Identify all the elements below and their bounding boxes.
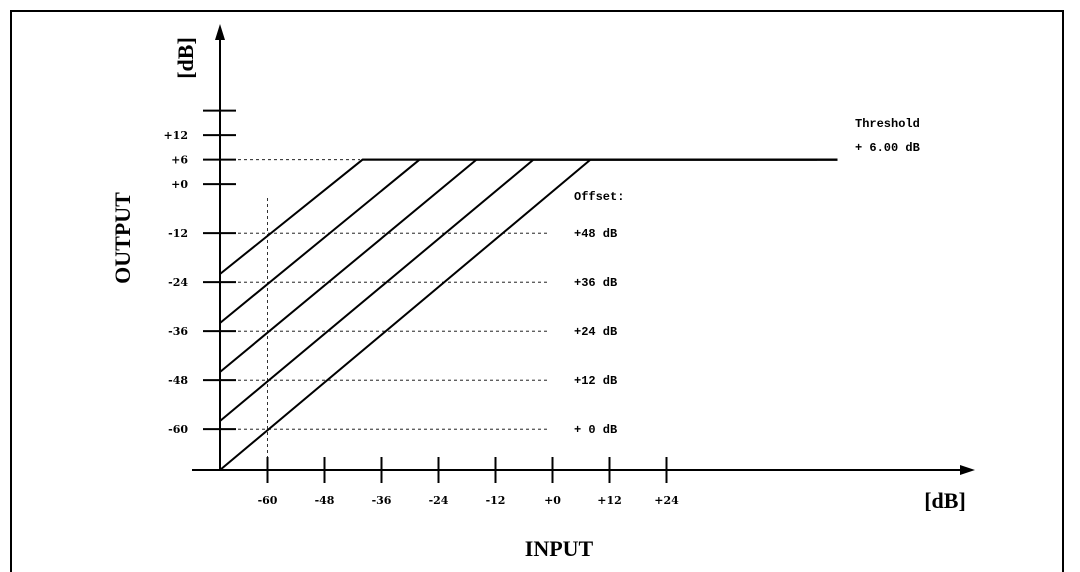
x-axis-title: INPUT bbox=[525, 536, 594, 561]
guide-lines bbox=[220, 159, 548, 470]
x-tick-label: +12 bbox=[597, 494, 622, 507]
y-axis-title: OUTPUT bbox=[110, 192, 135, 284]
x-tick-label: -12 bbox=[486, 494, 506, 507]
offset-label: +12 dB bbox=[574, 374, 617, 388]
offset-label: + 0 dB bbox=[574, 423, 617, 437]
y-tick-label: +6 bbox=[171, 154, 188, 167]
axes bbox=[192, 24, 975, 483]
y-unit-label: [dB] bbox=[173, 37, 198, 79]
y-tick-label: +12 bbox=[163, 129, 188, 142]
x-tick-label: +0 bbox=[544, 494, 561, 507]
curves bbox=[219, 158, 838, 471]
offset-label: +36 dB bbox=[574, 276, 617, 290]
chart-frame bbox=[10, 10, 1064, 572]
transfer-curve bbox=[219, 158, 838, 373]
y-tick-label: -48 bbox=[168, 374, 188, 387]
offset-label: +24 dB bbox=[574, 325, 617, 339]
threshold-value-label: + 6.00 dB bbox=[855, 141, 920, 155]
x-tick-label: -36 bbox=[372, 494, 392, 507]
transfer-curve bbox=[219, 158, 838, 324]
x-tick-label: -24 bbox=[429, 494, 449, 507]
y-tick-label: -24 bbox=[168, 276, 188, 289]
y-axis-arrow bbox=[215, 24, 225, 40]
x-unit-label: [dB] bbox=[924, 488, 966, 513]
y-tick-label: -12 bbox=[168, 227, 188, 240]
y-tick-label: +0 bbox=[171, 178, 188, 191]
x-tick-label: -48 bbox=[315, 494, 335, 507]
threshold-label: Threshold bbox=[855, 117, 920, 131]
y-tick-label: -36 bbox=[168, 325, 188, 338]
y-tick-label: -60 bbox=[168, 423, 188, 436]
x-tick-label: +24 bbox=[654, 494, 679, 507]
offset-label: +48 dB bbox=[574, 227, 617, 241]
transfer-curve bbox=[219, 158, 838, 275]
x-tick-label: -60 bbox=[258, 494, 278, 507]
offset-title: Offset: bbox=[574, 190, 624, 204]
transfer-curve bbox=[219, 158, 838, 471]
labels: -60 -48 -36 -24 -12 +0 +6 +12 -60 -48 -36 -24 -12 +0 +… bbox=[163, 129, 679, 507]
x-axis-arrow bbox=[960, 465, 975, 475]
